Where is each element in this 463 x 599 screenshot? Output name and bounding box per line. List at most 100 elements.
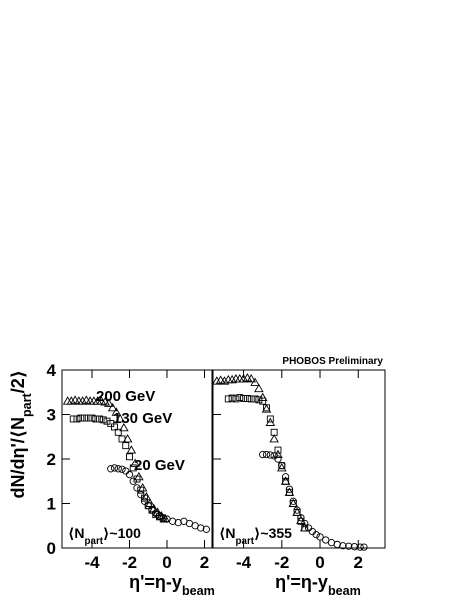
annotation-sub: part [85, 536, 104, 547]
data-point [263, 404, 270, 412]
data-point [281, 473, 290, 481]
annotation: ⟨Npart⟩~355 [219, 525, 292, 547]
data-point [155, 512, 164, 520]
data-point [77, 414, 85, 422]
x-axis-label: η'=η-ybeam [275, 572, 361, 598]
data-point [129, 464, 137, 472]
data-point [240, 395, 248, 402]
data-point [301, 524, 309, 532]
x-axis-label-main: η'=η-y [275, 572, 328, 592]
data-point [126, 445, 137, 454]
data-point [356, 543, 364, 551]
data-point [219, 376, 230, 385]
y-tick-label: 4 [47, 361, 57, 380]
x-tick-label: -4 [236, 553, 252, 572]
data-point [227, 374, 237, 384]
data-point [350, 543, 359, 551]
data-point [293, 508, 301, 516]
series-label: 20 GeV [134, 457, 185, 474]
chart-title: PHOBOS Preliminary [282, 356, 383, 367]
data-point [202, 525, 211, 533]
data-point [297, 514, 305, 522]
data-point [159, 514, 167, 522]
data-point [81, 395, 92, 404]
data-point [285, 485, 294, 493]
data-point [247, 395, 255, 403]
data-point [84, 414, 92, 422]
series-label: 200 GeV [96, 388, 155, 405]
annotation-main: ⟨N [219, 525, 236, 541]
annotation-end: ⟩~355 [254, 525, 292, 541]
data-point [285, 488, 293, 496]
data-point [130, 458, 140, 467]
data-point [107, 402, 118, 412]
x-tick-label: 2 [354, 553, 363, 572]
data-point [250, 377, 260, 386]
x-tick-label: 0 [162, 553, 171, 572]
data-point [126, 453, 133, 461]
data-point [69, 415, 77, 423]
data-point [92, 415, 100, 423]
data-point [197, 524, 205, 532]
data-point [66, 396, 77, 405]
data-point [107, 419, 115, 427]
data-point [122, 442, 130, 450]
data-point [224, 395, 232, 403]
data-point [133, 484, 141, 492]
x-tick-label: 2 [200, 553, 209, 572]
x-tick-label: -2 [122, 553, 137, 572]
x-axis-label-main: η'=η-y [129, 572, 182, 592]
data-point [110, 464, 119, 472]
data-point [345, 542, 353, 550]
y-axis-label-end: /2⟩ [8, 370, 28, 393]
data-point [122, 434, 133, 443]
data-point [174, 518, 182, 527]
data-point [259, 397, 267, 405]
data-point [111, 423, 118, 431]
series-label: 130 GeV [113, 410, 172, 427]
data-point [243, 395, 251, 402]
x-tick-label: -2 [274, 553, 289, 572]
data-point [212, 376, 222, 385]
data-point [133, 475, 141, 483]
data-point [88, 414, 96, 422]
data-point [251, 395, 259, 403]
data-point [236, 394, 244, 402]
data-point [266, 415, 274, 423]
data-point [111, 407, 122, 416]
data-point [70, 395, 80, 404]
data-point [152, 509, 160, 517]
data-point [104, 398, 114, 407]
data-point [141, 491, 152, 501]
data-point [103, 417, 111, 425]
data-point [137, 490, 145, 499]
data-point [339, 542, 347, 550]
data-point [269, 434, 279, 443]
x-axis-label-sub: beam [182, 584, 215, 598]
data-point [259, 450, 267, 459]
y-axis-label-main: dN/dη'/⟨N [8, 417, 28, 499]
y-tick-label: 0 [47, 539, 56, 558]
data-point [277, 462, 287, 472]
data-point [274, 446, 282, 454]
data-point [77, 396, 88, 405]
data-point [274, 455, 282, 463]
data-point [289, 500, 297, 507]
data-point [297, 517, 305, 525]
x-axis-label-sub: beam [328, 584, 361, 598]
data-point [114, 465, 122, 473]
data-point [262, 450, 271, 459]
data-point [232, 395, 240, 403]
annotation-sub: part [236, 536, 255, 547]
annotation-end: ⟩~100 [103, 525, 141, 541]
data-point [168, 517, 177, 525]
data-point [81, 414, 88, 422]
data-point [289, 497, 297, 505]
data-point [238, 373, 249, 383]
data-point [144, 502, 152, 510]
data-point [293, 506, 301, 514]
x-tick-label: 0 [315, 553, 324, 572]
data-point [129, 477, 137, 485]
data-point [125, 470, 134, 479]
data-point [282, 477, 290, 485]
